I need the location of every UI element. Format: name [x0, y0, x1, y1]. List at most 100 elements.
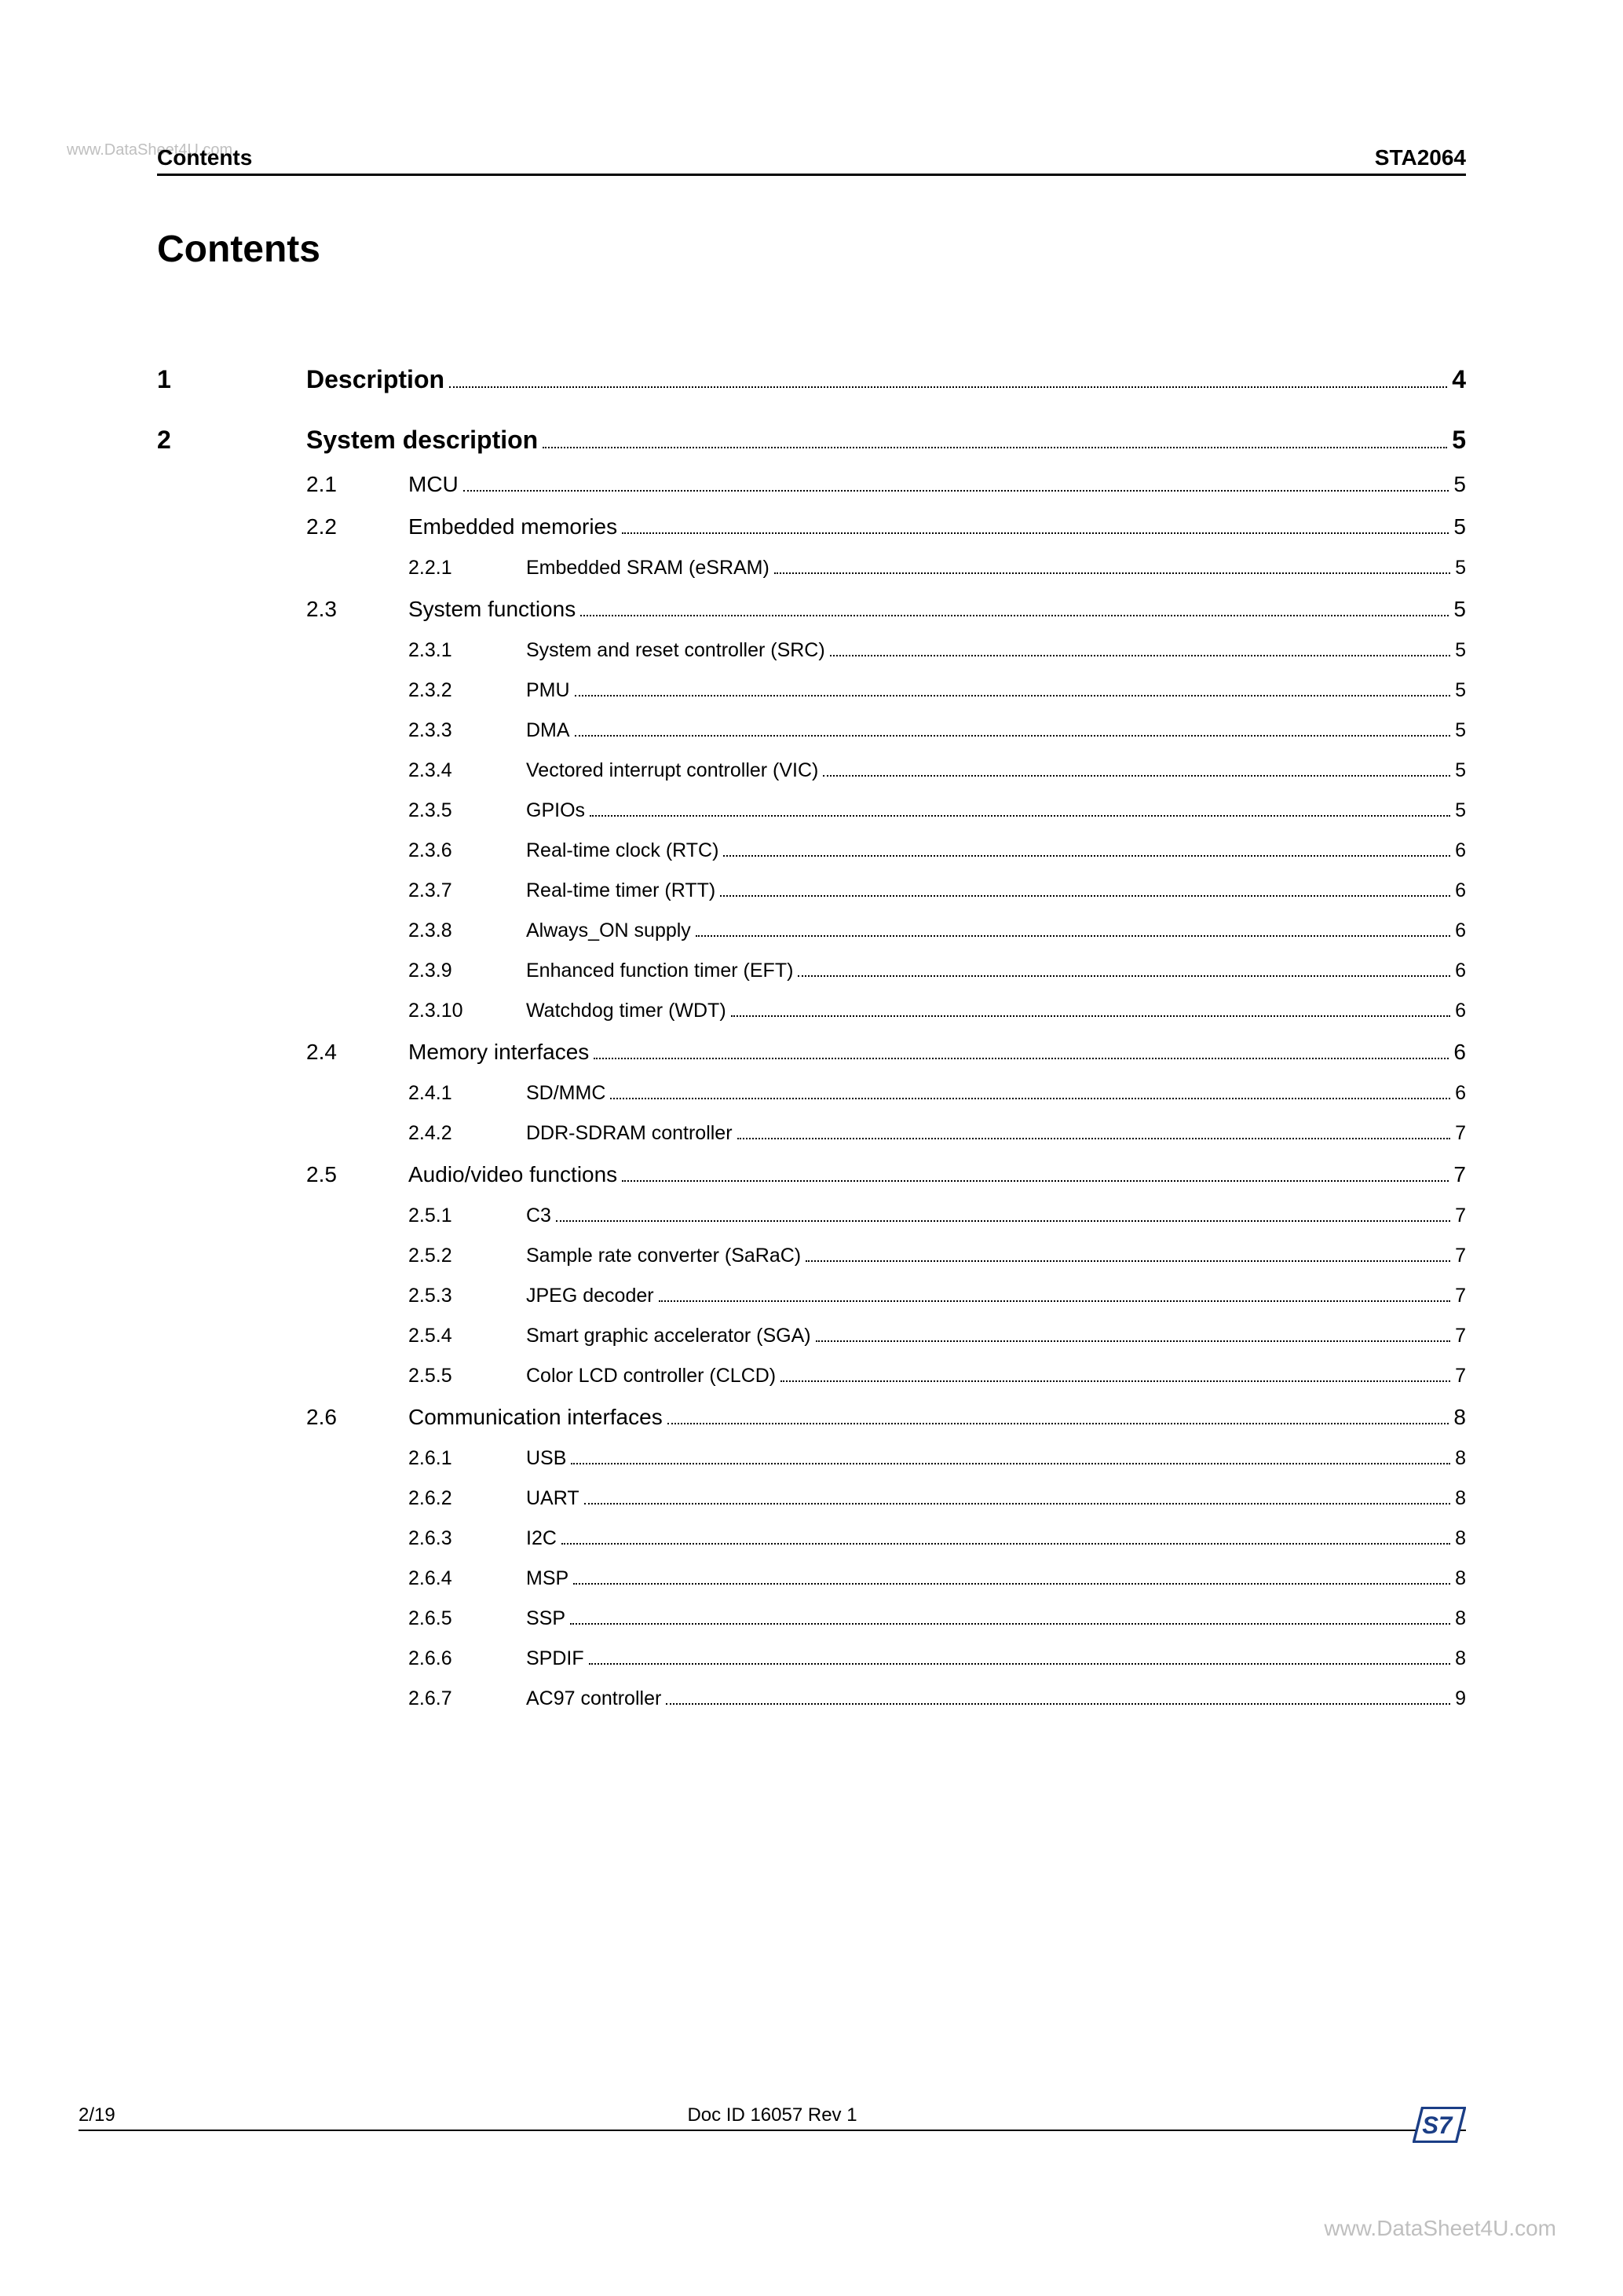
toc-text: AC97 controller — [526, 1687, 661, 1710]
toc-number: 2.6 — [306, 1405, 408, 1430]
toc-page: 5 — [1455, 799, 1466, 822]
toc-text: Always_ON supply — [526, 919, 691, 942]
footer-doc-id: Doc ID 16057 Rev 1 — [79, 2104, 1466, 2126]
toc-leader-dots — [570, 1623, 1450, 1625]
toc-text: Smart graphic accelerator (SGA) — [526, 1325, 811, 1347]
toc-page: 5 — [1453, 597, 1466, 622]
toc-page: 8 — [1455, 1567, 1466, 1590]
toc-text: PMU — [526, 679, 570, 702]
toc-page: 8 — [1455, 1647, 1466, 1670]
toc-text: Audio/video functions — [408, 1162, 617, 1187]
toc-entry: 2.1MCU5 — [306, 472, 1466, 497]
toc-entry: 2.3.2PMU5 — [408, 679, 1466, 702]
toc-page: 4 — [1452, 365, 1466, 394]
toc-entry: 2.2Embedded memories5 — [306, 514, 1466, 539]
toc-number: 2.3.7 — [408, 879, 526, 902]
toc-number: 2.3.3 — [408, 719, 526, 742]
svg-text:S7: S7 — [1422, 2111, 1453, 2139]
toc-leader-dots — [575, 695, 1451, 696]
toc-text: DMA — [526, 719, 570, 742]
toc-leader-dots — [571, 1463, 1450, 1464]
toc-page: 8 — [1453, 1405, 1466, 1430]
toc-entry: 2.3.7Real-time timer (RTT)6 — [408, 879, 1466, 902]
toc-leader-dots — [463, 490, 1449, 492]
toc-entry: 2.6.4MSP 8 — [408, 1567, 1466, 1590]
toc-leader-dots — [666, 1703, 1450, 1705]
toc-text: SPDIF — [526, 1647, 584, 1670]
toc-entry: 2.6.7AC97 controller 9 — [408, 1687, 1466, 1710]
toc-entry: 2.3System functions5 — [306, 597, 1466, 622]
st-logo-icon: S7 — [1413, 2107, 1466, 2143]
toc-entry: 2.6.5SSP8 — [408, 1607, 1466, 1630]
toc-leader-dots — [573, 1583, 1450, 1585]
toc-page: 7 — [1455, 1325, 1466, 1347]
toc-number: 2.6.1 — [408, 1447, 526, 1470]
toc-leader-dots — [823, 775, 1450, 777]
toc-leader-dots — [610, 1098, 1450, 1099]
toc-number: 2.2 — [306, 514, 408, 539]
toc-entry: 2.3.10Watchdog timer (WDT)6 — [408, 1000, 1466, 1022]
toc-entry: 2.3.6Real-time clock (RTC)6 — [408, 839, 1466, 862]
toc-entry: 2.5.4Smart graphic accelerator (SGA)7 — [408, 1325, 1466, 1347]
toc-leader-dots — [720, 895, 1450, 897]
toc-entry: 2.6.3I2C 8 — [408, 1527, 1466, 1550]
toc-page: 8 — [1455, 1447, 1466, 1470]
toc-leader-dots — [589, 1663, 1450, 1665]
toc-number: 2.1 — [306, 472, 408, 497]
toc-entry: 2.4.2DDR-SDRAM controller7 — [408, 1122, 1466, 1145]
toc-number: 2.3.5 — [408, 799, 526, 822]
toc-text: Memory interfaces — [408, 1040, 589, 1065]
toc-page: 5 — [1455, 679, 1466, 702]
toc-leader-dots — [723, 855, 1450, 857]
toc-number: 2.5.3 — [408, 1285, 526, 1307]
toc-page: 5 — [1455, 719, 1466, 742]
toc-entry: 2.6Communication interfaces8 — [306, 1405, 1466, 1430]
toc-text: Embedded SRAM (eSRAM) — [526, 557, 769, 579]
toc-leader-dots — [806, 1260, 1450, 1262]
toc-page: 7 — [1455, 1285, 1466, 1307]
toc-leader-dots — [580, 615, 1449, 616]
toc-page: 6 — [1455, 839, 1466, 862]
toc-entry: 2.3.9Enhanced function timer (EFT)6 — [408, 960, 1466, 982]
toc-page: 6 — [1455, 1082, 1466, 1105]
toc-page: 5 — [1455, 759, 1466, 782]
toc-leader-dots — [667, 1423, 1449, 1424]
toc-leader-dots — [816, 1340, 1450, 1342]
toc-text: Real-time clock (RTC) — [526, 839, 718, 862]
toc-entry: 2.2.1Embedded SRAM (eSRAM)5 — [408, 557, 1466, 579]
toc-number: 2.3.8 — [408, 919, 526, 942]
toc-page: 5 — [1453, 514, 1466, 539]
toc-number: 2.6.4 — [408, 1567, 526, 1590]
toc-text: DDR-SDRAM controller — [526, 1122, 733, 1145]
toc-leader-dots — [731, 1015, 1450, 1017]
toc-number: 2.6.7 — [408, 1687, 526, 1710]
toc-leader-dots — [696, 935, 1450, 937]
toc-number: 2.5 — [306, 1162, 408, 1187]
toc-number: 2.6.3 — [408, 1527, 526, 1550]
watermark-bottom: www.DataSheet4U.com — [1324, 2216, 1556, 2241]
toc-entry: 2.5.3JPEG decoder 7 — [408, 1285, 1466, 1307]
toc-page: 8 — [1455, 1487, 1466, 1510]
toc-entry: 2.3.4Vectored interrupt controller (VIC)… — [408, 759, 1466, 782]
toc-page: 9 — [1455, 1687, 1466, 1710]
toc-leader-dots — [561, 1543, 1450, 1545]
page-header: Contents STA2064 — [157, 145, 1466, 176]
toc-text: SD/MMC — [526, 1082, 605, 1105]
toc-page: 8 — [1455, 1527, 1466, 1550]
toc-entry: 2.3.1System and reset controller (SRC)5 — [408, 639, 1466, 662]
toc-page: 7 — [1453, 1162, 1466, 1187]
toc-text: JPEG decoder — [526, 1285, 654, 1307]
toc-leader-dots — [622, 1180, 1449, 1182]
toc-text: SSP — [526, 1607, 565, 1630]
toc-text: MSP — [526, 1567, 568, 1590]
toc-text: I2C — [526, 1527, 557, 1550]
toc-text: MCU — [408, 472, 459, 497]
toc-page: 6 — [1455, 919, 1466, 942]
toc-page: 7 — [1455, 1365, 1466, 1387]
toc-page: 7 — [1455, 1122, 1466, 1145]
toc-number: 2.3.10 — [408, 1000, 526, 1022]
toc-page: 7 — [1455, 1205, 1466, 1227]
toc-text: Enhanced function timer (EFT) — [526, 960, 793, 982]
table-of-contents: 1Description42System description52.1MCU5… — [157, 334, 1466, 1712]
toc-number: 2.3.9 — [408, 960, 526, 982]
